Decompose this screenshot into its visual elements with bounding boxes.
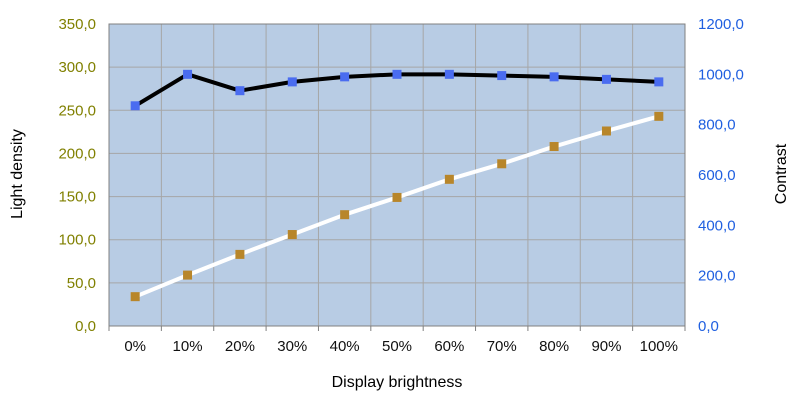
y-left-tick-label: 50,0 <box>67 275 96 292</box>
data-point <box>130 101 140 111</box>
y-left-tick-label: 350,0 <box>58 16 96 33</box>
data-point <box>497 71 507 81</box>
y-left-tick-label: 250,0 <box>58 102 96 119</box>
x-tick-label: 40% <box>330 338 360 355</box>
data-point <box>340 210 350 220</box>
series-layer <box>130 69 664 302</box>
y-left-tick-label: 300,0 <box>58 59 96 76</box>
data-point <box>601 74 611 84</box>
data-point <box>287 230 297 240</box>
x-tick-label: 20% <box>225 338 255 355</box>
series-2 <box>130 69 664 111</box>
y-left-tick-label: 150,0 <box>58 189 96 206</box>
y-left-tick-label: 200,0 <box>58 145 96 162</box>
y-right-tick-label: 0,0 <box>698 318 719 335</box>
data-point <box>497 159 507 169</box>
x-tick-label: 30% <box>277 338 307 355</box>
x-tick-label: 60% <box>434 338 464 355</box>
data-point <box>654 77 664 87</box>
plot-border <box>108 23 686 327</box>
data-point <box>340 72 350 82</box>
series-1 <box>130 111 664 302</box>
data-point <box>444 174 454 184</box>
x-axis-ticks: 0% 10% 20% 30% 40% 50% 60% 70% 80% 90% 100% <box>124 338 678 355</box>
data-point <box>130 292 140 302</box>
data-point <box>392 192 402 202</box>
x-tick-label: 90% <box>591 338 621 355</box>
data-point <box>183 69 193 79</box>
data-point <box>654 111 664 121</box>
data-point <box>549 142 559 152</box>
data-point <box>287 77 297 87</box>
x-tick-label: 10% <box>173 338 203 355</box>
data-point <box>392 69 402 79</box>
y-right-tick-label: 1200,0 <box>698 16 744 33</box>
x-tick-label: 0% <box>124 338 146 355</box>
x-tick-label: 100% <box>640 338 678 355</box>
left-axis-ticks: 0,0 50,0 100,0 150,0 200,0 250,0 300,0 350,0 <box>58 16 96 335</box>
y-right-tick-label: 800,0 <box>698 117 736 134</box>
data-point <box>235 86 245 96</box>
x-tick-label: 80% <box>539 338 569 355</box>
right-axis-ticks: 0,0 200,0 400,0 600,0 800,0 1000,0 1200,0 <box>698 16 744 335</box>
x-axis-title: Display brightness <box>332 374 463 391</box>
y-axis-right-title: Contrast <box>773 143 790 204</box>
y-right-tick-label: 200,0 <box>698 268 736 285</box>
data-point <box>444 69 454 79</box>
plot-background <box>109 24 685 326</box>
y-right-tick-label: 400,0 <box>698 217 736 234</box>
x-tick-label: 70% <box>487 338 517 355</box>
y-right-tick-label: 1000,0 <box>698 66 744 83</box>
y-left-tick-label: 0,0 <box>75 318 96 335</box>
y-left-tick-label: 100,0 <box>58 232 96 249</box>
data-point <box>601 126 611 136</box>
data-point <box>549 72 559 82</box>
data-point <box>183 270 193 280</box>
y-right-tick-label: 600,0 <box>698 167 736 184</box>
y-axis-left-title: Light density <box>9 129 26 219</box>
x-tick-label: 50% <box>382 338 412 355</box>
data-point <box>235 249 245 259</box>
